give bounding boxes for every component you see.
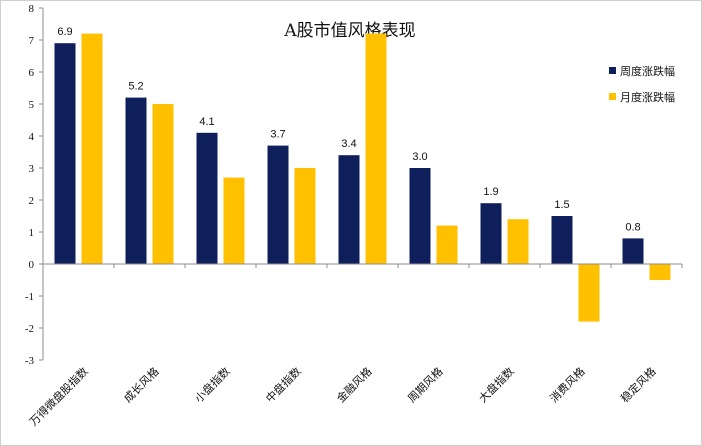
monthly-bar [365, 33, 387, 264]
data-labels: 6.9 5.2 4.1 3.7 3.4 3.0 1.9 1.5 0.8 [57, 26, 640, 233]
weekly-data-label: 3.4 [341, 138, 356, 150]
x-category-label: 周期风格 [405, 364, 446, 405]
x-category-label: 成长风格 [121, 364, 162, 405]
x-category-label: 小盘指数 [192, 364, 233, 405]
monthly-bar [152, 104, 174, 264]
y-tick-label: 2 [29, 195, 35, 207]
weekly-bar [54, 43, 76, 265]
legend-swatch-weekly [609, 67, 616, 74]
y-tick-label: 1 [29, 227, 35, 239]
chart-title: A股市值风格表现 [283, 21, 415, 41]
monthly-bar [507, 219, 529, 264]
monthly-bar [436, 225, 458, 264]
y-tick-label: -1 [25, 291, 34, 303]
weekly-data-label: 4.1 [199, 116, 214, 128]
weekly-data-label: 5.2 [128, 81, 143, 93]
weekly-bar [409, 168, 431, 264]
weekly-bar [551, 216, 573, 264]
y-tick-label: 6 [29, 67, 35, 79]
x-category-label: 消费风格 [547, 364, 588, 405]
weekly-data-label: 1.9 [483, 186, 498, 198]
x-category-label: 中盘指数 [263, 364, 304, 405]
weekly-bar [622, 238, 644, 264]
legend-label-monthly: 月度涨跌幅 [620, 90, 675, 104]
y-tick-label: 0 [29, 259, 35, 271]
y-tick-label: -2 [25, 323, 34, 335]
monthly-bar [81, 33, 103, 264]
monthly-bar [223, 177, 245, 264]
y-tick-label: 5 [29, 99, 35, 111]
y-tick-label: 4 [29, 131, 35, 143]
legend-label-weekly: 周度涨跌幅 [620, 64, 675, 78]
y-tick-label: 8 [29, 3, 35, 15]
weekly-bar [196, 132, 218, 264]
weekly-data-label: 1.5 [554, 199, 569, 211]
legend-swatch-monthly [609, 93, 616, 100]
weekly-bar [125, 97, 147, 264]
bars [54, 33, 671, 322]
y-axis: -3 -2 -1 0 1 2 3 4 5 6 7 8 [25, 3, 44, 367]
weekly-data-label: 3.7 [270, 129, 285, 141]
weekly-bar [480, 203, 502, 264]
weekly-bar [267, 145, 289, 264]
weekly-data-label: 3.0 [412, 151, 427, 163]
monthly-bar [294, 168, 316, 264]
x-category-label: 大盘指数 [476, 364, 517, 405]
y-tick-label: -3 [25, 355, 35, 367]
x-category-label: 万得微盘股指数 [26, 364, 90, 428]
weekly-data-label: 0.8 [625, 221, 640, 233]
x-category-label: 稳定风格 [618, 364, 659, 405]
x-category-label: 金融风格 [334, 364, 375, 405]
weekly-bar [338, 155, 360, 264]
y-tick-label: 7 [29, 35, 35, 47]
monthly-bar [649, 264, 671, 280]
y-tick-label: 3 [29, 163, 35, 175]
weekly-data-label: 6.9 [57, 26, 72, 38]
monthly-bar [578, 264, 600, 322]
